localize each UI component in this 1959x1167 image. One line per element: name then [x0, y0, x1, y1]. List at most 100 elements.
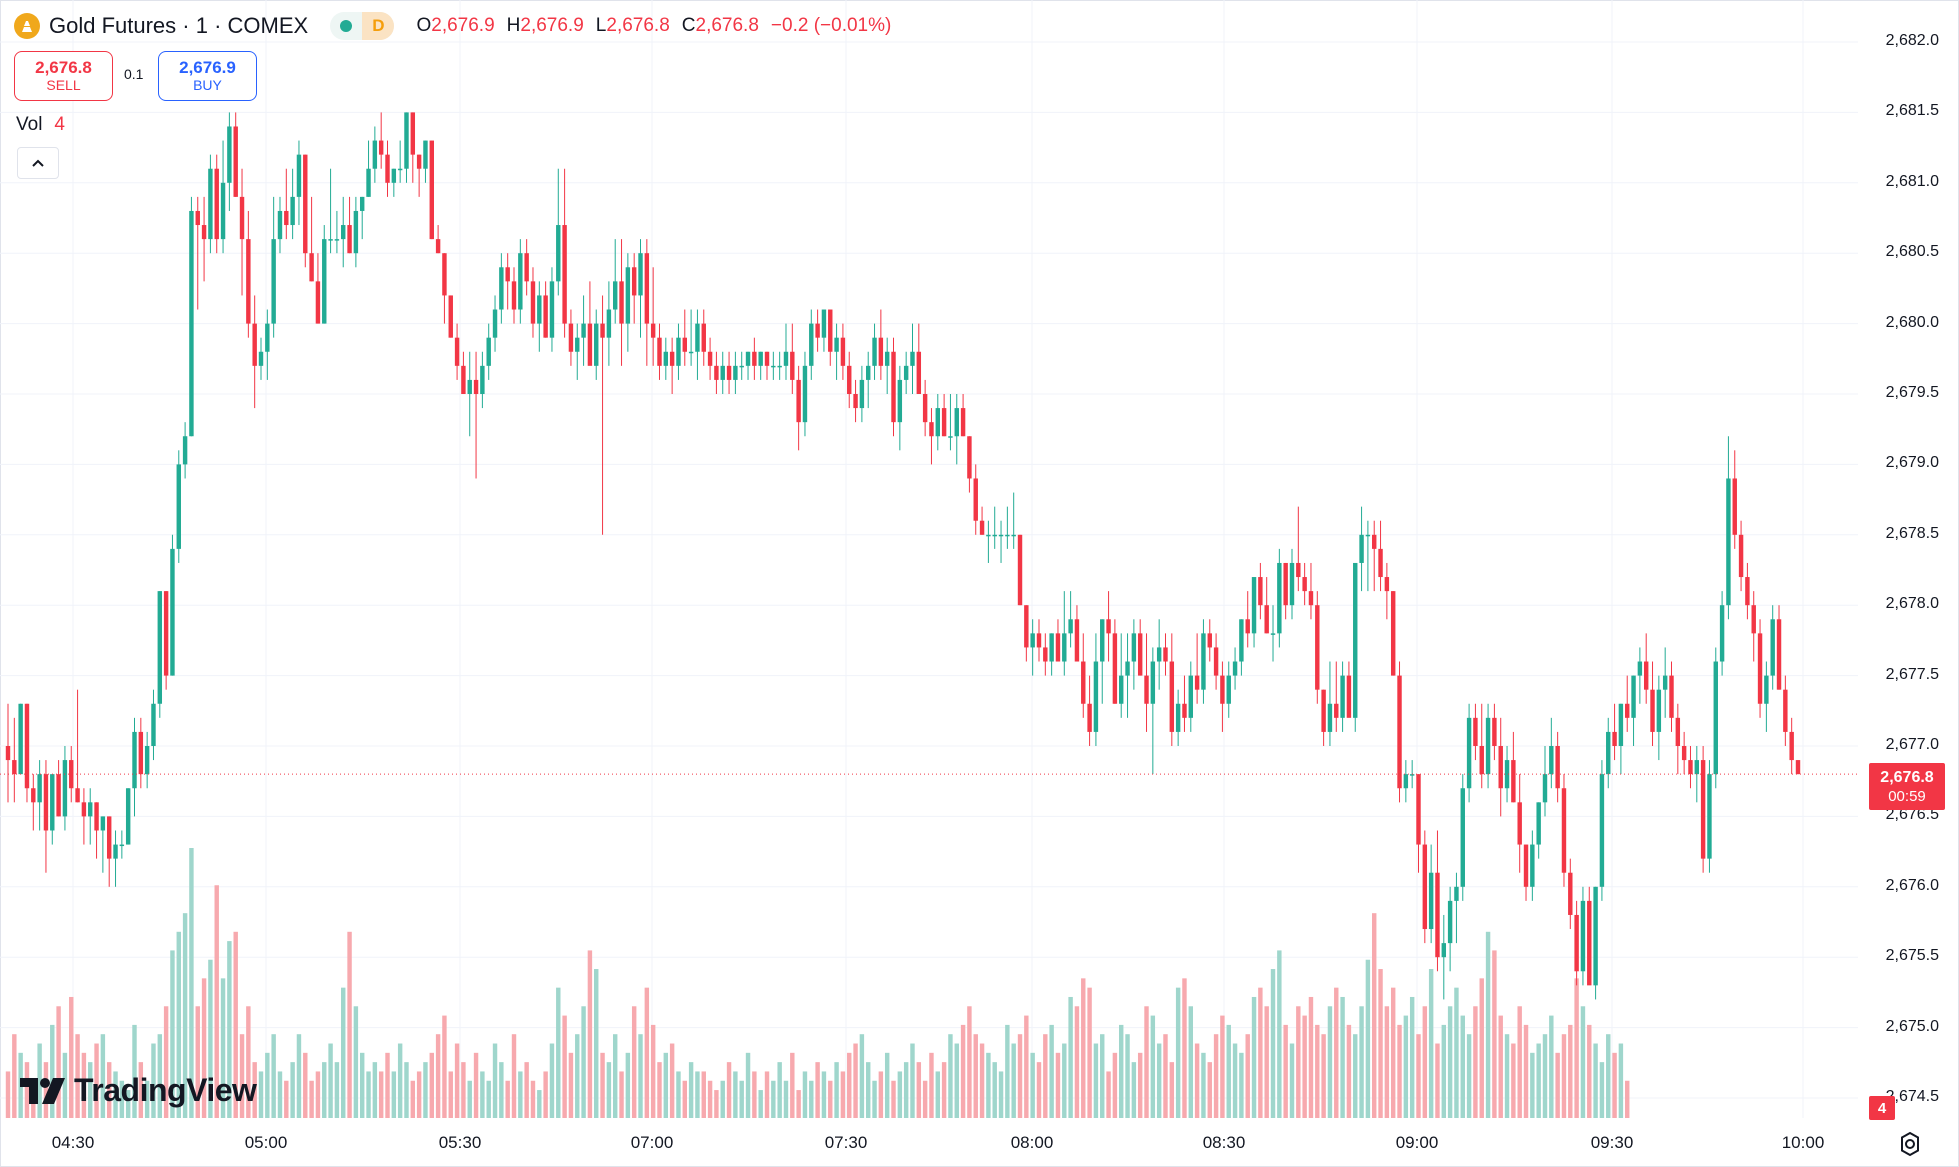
- volume-bar: [619, 1071, 624, 1118]
- buy-button[interactable]: 2,676.9 BUY: [158, 51, 257, 101]
- candle-body: [828, 309, 833, 352]
- volume-bar: [43, 1062, 49, 1118]
- candle-body: [562, 225, 567, 324]
- candle-body: [549, 281, 555, 338]
- volume-bar: [113, 1071, 118, 1118]
- candle-body: [138, 731, 144, 775]
- candle-body: [24, 703, 30, 789]
- candle-body: [189, 210, 194, 437]
- symbol-title[interactable]: Gold Futures · 1 · COMEX: [49, 13, 309, 38]
- candle-body: [1194, 675, 1200, 690]
- candle-body: [1637, 661, 1643, 676]
- volume-bar: [473, 1052, 479, 1118]
- volume-bar: [1403, 1015, 1409, 1118]
- candle-body: [796, 379, 801, 423]
- volume-bar: [239, 1034, 245, 1118]
- candle-body: [1093, 661, 1099, 732]
- market-status-pill[interactable]: D: [330, 12, 395, 40]
- volume-bar: [1492, 950, 1497, 1118]
- delayed-badge: D: [362, 12, 395, 40]
- candle-body: [847, 365, 852, 394]
- volume-bar: [1372, 913, 1377, 1118]
- volume-bar: [1435, 1043, 1440, 1118]
- candle-body: [1612, 731, 1617, 746]
- volume-bar: [227, 941, 232, 1118]
- tradingview-logo-icon: [20, 1077, 65, 1104]
- price-tick-label: 2,676.5: [1885, 806, 1939, 824]
- candle-body: [511, 281, 517, 310]
- candle-body: [1372, 534, 1377, 549]
- tradingview-logo[interactable]: TradingView: [20, 1072, 257, 1109]
- volume-bar: [106, 1062, 112, 1118]
- candle-body: [1504, 760, 1510, 789]
- candle-body: [1055, 633, 1061, 662]
- volume-bar: [1473, 1006, 1478, 1118]
- volume-bar: [189, 848, 194, 1118]
- candle-body: [758, 351, 763, 366]
- volume-bar: [568, 1052, 574, 1118]
- volume-bar: [1137, 1052, 1143, 1118]
- time-tick-label: 10:00: [1781, 1133, 1825, 1152]
- volume-bar: [1359, 1006, 1364, 1118]
- volume-bar: [676, 1071, 681, 1118]
- candle-body: [1738, 534, 1744, 578]
- volume-bar: [1220, 1015, 1225, 1118]
- volume-indicator-legend[interactable]: Vol 4: [16, 114, 65, 135]
- volume-bar: [69, 996, 74, 1118]
- sell-button[interactable]: 2,676.8 SELL: [14, 51, 113, 101]
- candle-body: [948, 436, 953, 438]
- candle-body: [1226, 675, 1231, 704]
- candle-body: [998, 534, 1004, 537]
- bar-countdown: 00:59: [1888, 787, 1926, 805]
- price-tick-label: 2,677.0: [1885, 736, 1939, 753]
- gear-icon[interactable]: [1896, 1130, 1924, 1158]
- volume-bar: [897, 1071, 903, 1118]
- volume-bar: [1340, 996, 1345, 1118]
- time-tick-label: 09:00: [1395, 1133, 1439, 1152]
- volume-bar: [1315, 1024, 1320, 1118]
- candle-body: [1460, 788, 1465, 887]
- volume-bar: [138, 1062, 144, 1118]
- candle-body: [530, 281, 536, 324]
- candle-body: [448, 295, 453, 338]
- candle-body: [1757, 633, 1763, 704]
- candle-body: [1530, 844, 1535, 887]
- volume-bar: [1454, 987, 1459, 1118]
- candle-body: [233, 126, 238, 197]
- price-tick-label: 2,681.0: [1885, 172, 1939, 190]
- volume-bar: [1409, 996, 1415, 1118]
- volume-bar: [1277, 950, 1282, 1118]
- volume-bar: [891, 1080, 896, 1118]
- candle-body: [505, 267, 510, 282]
- volume-bar: [1144, 1006, 1149, 1118]
- volume-bar: [853, 1043, 858, 1118]
- volume-bar: [752, 1071, 757, 1118]
- price-tick-label: 2,679.0: [1885, 454, 1939, 472]
- candle-body: [1618, 703, 1624, 746]
- gold-logo-icon[interactable]: [14, 13, 40, 39]
- volume-bar: [910, 1043, 915, 1118]
- volume-bar: [385, 1052, 390, 1118]
- candle-body: [1669, 675, 1674, 718]
- candle-body: [657, 337, 662, 366]
- volume-bar: [556, 987, 561, 1118]
- candle-body: [1631, 675, 1636, 718]
- volume-bar: [631, 1006, 637, 1118]
- volume-bar: [979, 1043, 985, 1118]
- collapse-legend-button[interactable]: [17, 147, 59, 179]
- candle-body: [1087, 703, 1092, 732]
- volume-bar: [1296, 1006, 1301, 1118]
- volume-bar: [1163, 1034, 1168, 1118]
- volume-bar: [1062, 1043, 1067, 1118]
- volume-bar: [1074, 1006, 1080, 1118]
- candle-body: [69, 760, 74, 789]
- candle-body: [1125, 661, 1130, 676]
- candle-body: [1131, 633, 1137, 662]
- time-tick-label: 09:30: [1590, 1133, 1634, 1152]
- volume-bar: [50, 1024, 55, 1118]
- volume-bar: [796, 1090, 801, 1118]
- candle-body: [18, 703, 23, 775]
- candle-body: [151, 703, 156, 746]
- volume-bar: [865, 1062, 871, 1118]
